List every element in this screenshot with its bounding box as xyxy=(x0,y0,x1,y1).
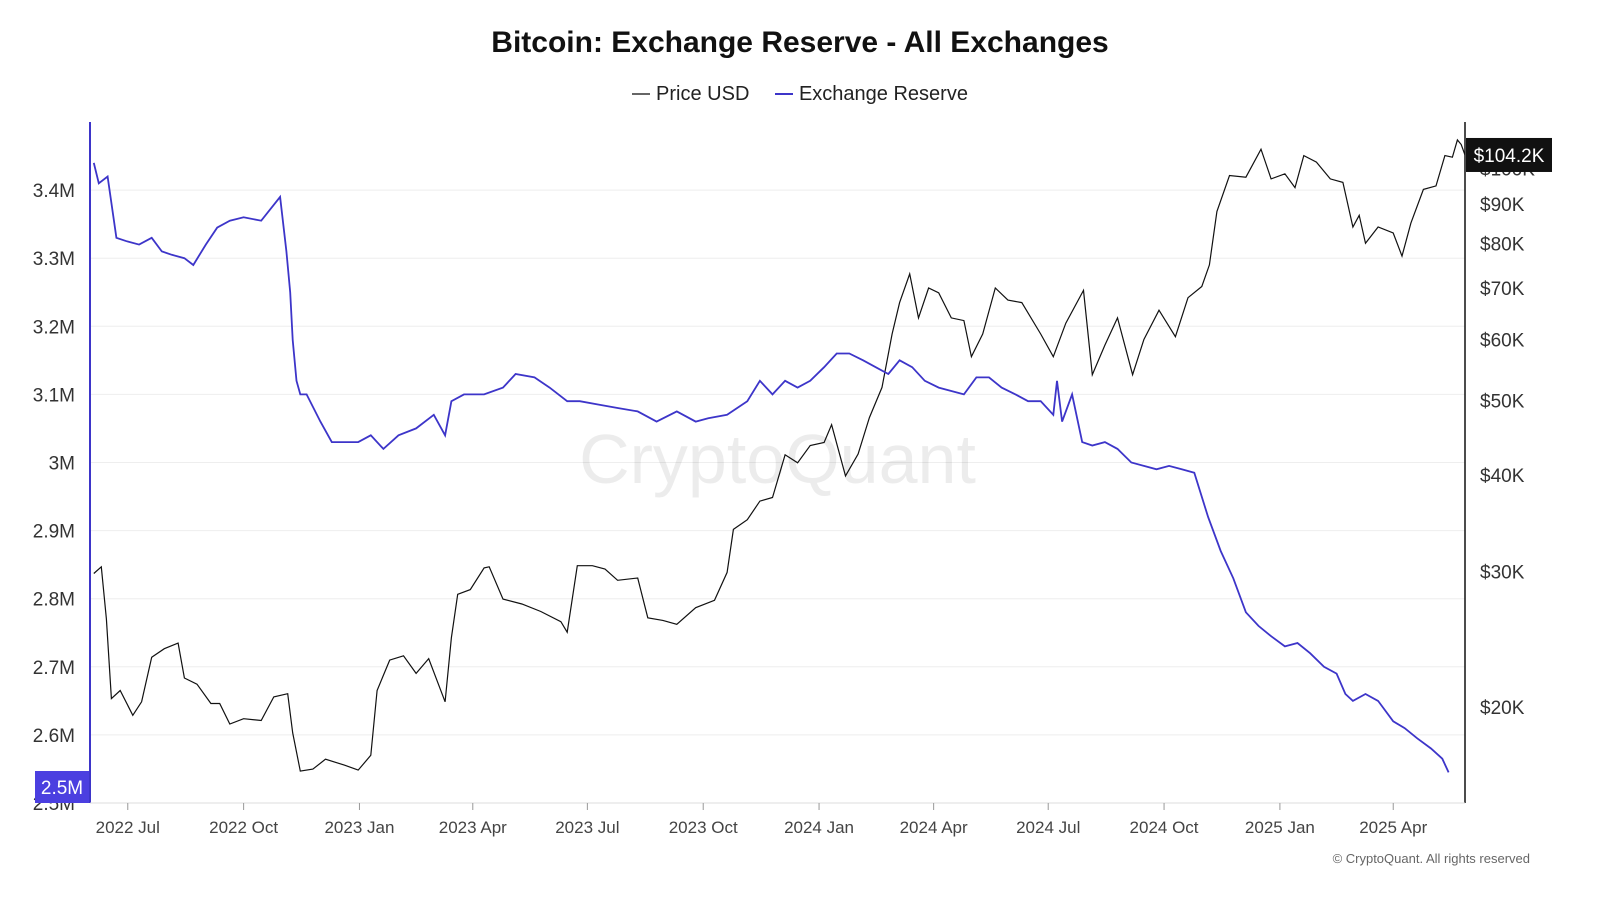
legend-item-reserve[interactable]: Exchange Reserve xyxy=(774,82,968,106)
y-right-tick-label: $60K xyxy=(1480,331,1525,352)
series-line-reserve[interactable] xyxy=(92,162,1450,773)
x-tick-label: 2023 Apr xyxy=(439,818,507,837)
x-tick-label: 2025 Apr xyxy=(1359,818,1427,837)
legend-label-reserve: Exchange Reserve xyxy=(798,82,968,105)
y-left-tick-label: 2.8M xyxy=(33,590,75,611)
reserve-current-badge xyxy=(35,771,89,803)
y-left-tick-label: 2.6M xyxy=(33,726,75,747)
x-tick-label: 2024 Apr xyxy=(900,818,968,837)
y-left-tick-label: 2.7M xyxy=(33,658,75,679)
y-right-tick-label: $30K xyxy=(1480,562,1525,583)
reserve-current-label: 2.5M xyxy=(41,778,83,799)
current-value-badges: $104.2K 2.5M xyxy=(35,137,1552,803)
x-axis: 2022 Jul 2022 Oct 2023 Jan 2023 Apr 2023 Jul… xyxy=(96,803,1428,837)
x-tick-label: 2024 Jan xyxy=(784,818,854,837)
x-tick-label: 2023 Jan xyxy=(324,818,394,837)
y-right-tick-label: $70K xyxy=(1480,279,1525,300)
legend-label-price: Price USD xyxy=(656,82,750,105)
x-tick-label: 2023 Oct xyxy=(669,818,738,837)
y-right-tick-label: $40K xyxy=(1480,466,1525,487)
y-right-tick-label: $90K xyxy=(1480,195,1525,216)
y-right-tick-label: $80K xyxy=(1480,234,1525,255)
y-right-tick-label: $20K xyxy=(1480,698,1525,719)
y-left-tick-label: 3.1M xyxy=(33,385,75,406)
price-current-label: $104.2K xyxy=(1474,146,1545,167)
x-tick-label: 2022 Jul xyxy=(96,818,160,837)
legend-swatch-price xyxy=(632,93,651,95)
watermark: CryptoQuant xyxy=(579,420,976,498)
x-tick-label: 2025 Jan xyxy=(1245,818,1315,837)
legend: Price USD Exchange Reserve xyxy=(0,78,1600,106)
y-right-tick-label: $50K xyxy=(1480,391,1525,412)
x-tick-label: 2024 Oct xyxy=(1130,818,1199,837)
y-left-tick-label: 2.9M xyxy=(33,522,75,543)
axes xyxy=(89,122,1466,804)
legend-item-price[interactable]: Price USD xyxy=(632,83,749,106)
x-tick-label: 2022 Oct xyxy=(209,818,278,837)
y-left-tick-label: 3.4M xyxy=(33,181,75,202)
price-current-badge xyxy=(1466,137,1552,172)
y-left-tick-label: 3.2M xyxy=(33,317,75,338)
credit-text: © CryptoQuant. All rights reserved xyxy=(1332,851,1530,866)
x-tick-label: 2024 Jul xyxy=(1016,818,1080,837)
y-left-tick-label: 3.3M xyxy=(33,249,75,270)
y-left-tick-label: 3M xyxy=(49,454,75,475)
y-right-axis: $20K$30K$40K$50K$60K$70K$80K$90K$100K xyxy=(1480,160,1535,719)
chart-title: Bitcoin: Exchange Reserve - All Exchange… xyxy=(491,26,1109,59)
gridlines xyxy=(90,189,1465,804)
x-tick-label: 2023 Jul xyxy=(555,818,619,837)
legend-swatch-reserve xyxy=(774,93,793,95)
series-line-price[interactable] xyxy=(93,138,1466,772)
